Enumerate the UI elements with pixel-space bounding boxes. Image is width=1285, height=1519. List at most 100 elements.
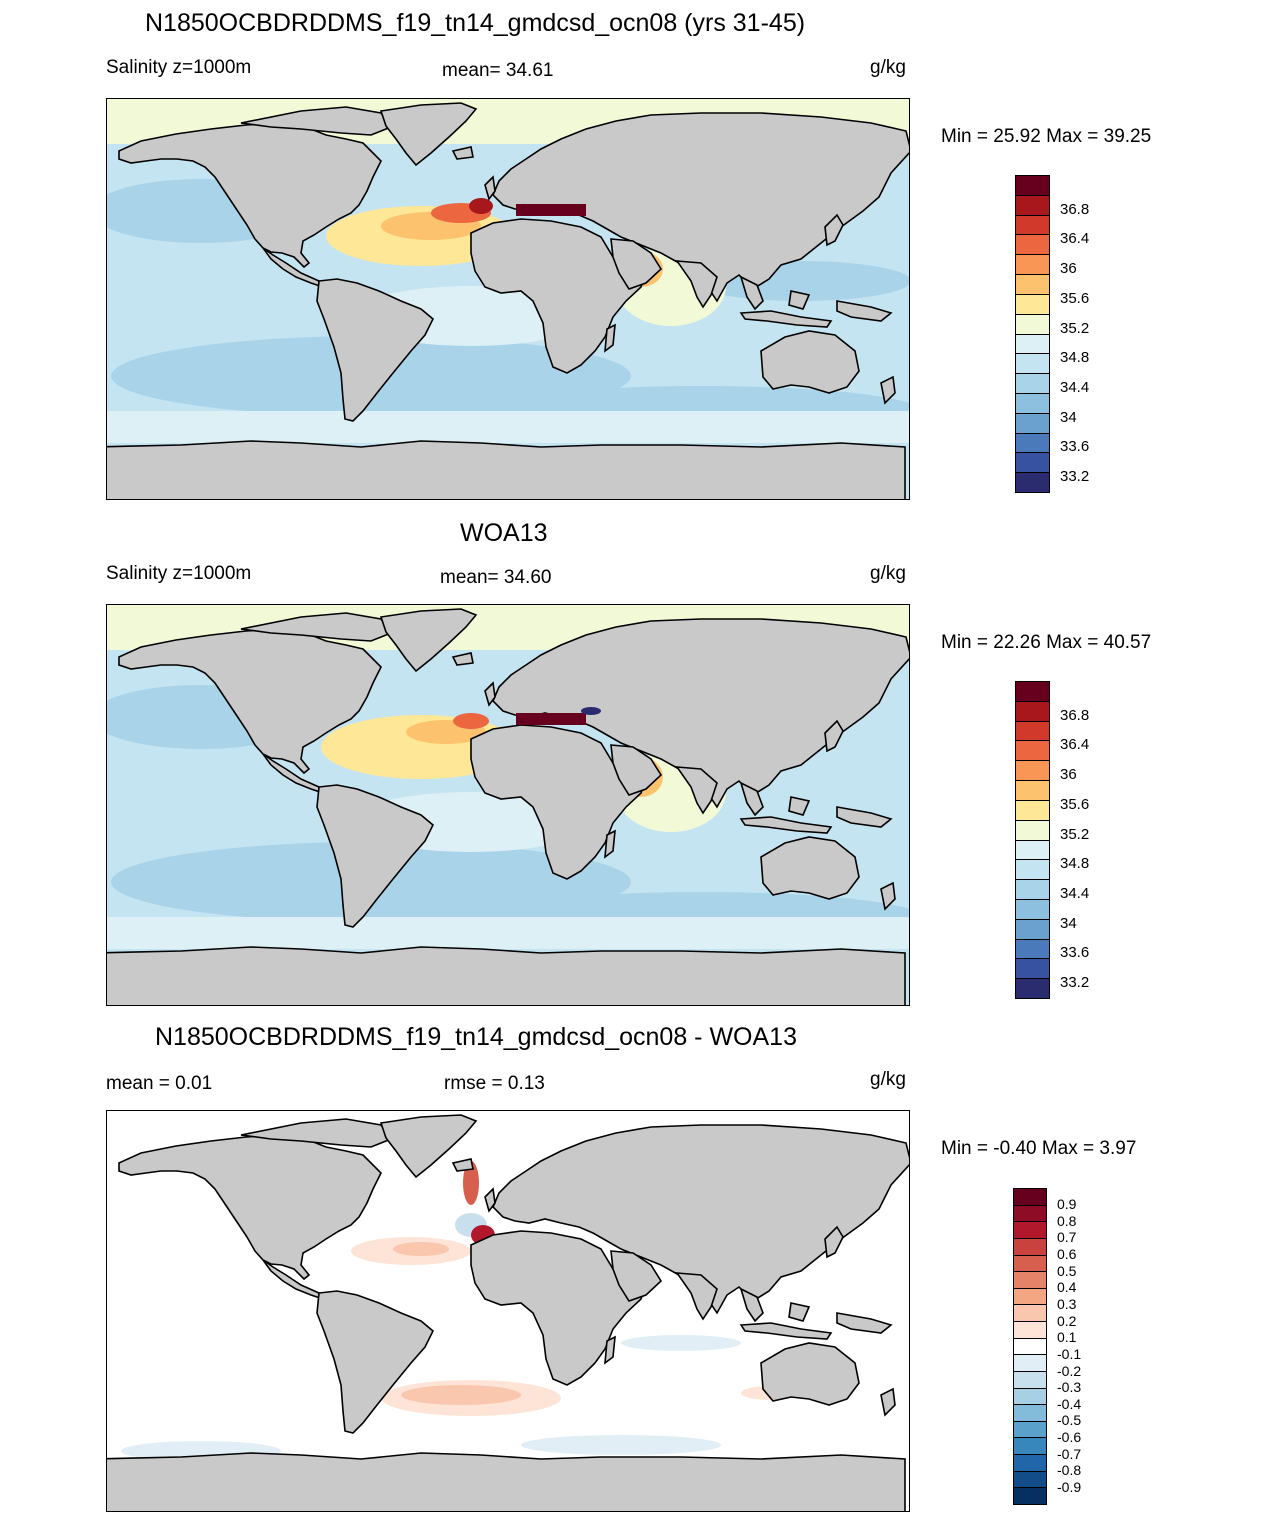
colorbar-swatch [1015,681,1050,702]
colorbar-swatch [1015,313,1050,335]
panel2-field-label: Salinity z=1000m [106,563,252,584]
colorbar-label: 33.6 [1060,438,1090,456]
colorbar-swatch [1015,175,1050,196]
colorbar-swatch [1015,938,1050,960]
colorbar-label: -0.2 [1057,1362,1082,1379]
panel3-title: N1850OCBDRDDMS_f19_tn14_gmdcsd_ocn08 - W… [155,1023,797,1051]
colorbar-label: 36.4 [1060,736,1090,754]
panel1-field-label: Salinity z=1000m [106,57,252,78]
colorbar-swatch [1015,760,1050,782]
colorbar-label: -0.5 [1057,1412,1082,1429]
colorbar-label: -0.1 [1057,1345,1082,1362]
colorbar-swatch [1015,452,1050,474]
panel2-units: g/kg [870,563,906,584]
colorbar-swatch [1013,1470,1047,1489]
colorbar-label: 0.5 [1057,1262,1077,1279]
colorbar-label: -0.8 [1057,1462,1082,1479]
colorbar-swatch [1013,1237,1047,1256]
panel3-mean: mean = 0.01 [106,1073,213,1094]
colorbar-swatch [1015,194,1050,216]
colorbar-swatch [1015,978,1050,999]
panel2-title: WOA13 [460,519,548,547]
colorbar-swatch [1013,1271,1047,1289]
colorbar-swatch [1015,700,1050,722]
colorbar-label: 35.2 [1060,319,1090,337]
panel3-minmax: Min = -0.40 Max = 3.97 [941,1138,1137,1159]
colorbar-label: 35.6 [1060,795,1090,813]
panel1-minmax: Min = 25.92 Max = 39.25 [941,126,1152,147]
colorbar-swatch [1013,1321,1047,1339]
colorbar-swatch [1013,1221,1047,1239]
panel3-units: g/kg [870,1069,906,1090]
colorbar-swatch [1015,958,1050,980]
colorbar-swatch [1013,1454,1047,1472]
colorbar-swatch [1015,214,1050,236]
colorbar-swatch [1013,1420,1047,1439]
colorbar-swatch [1015,254,1050,276]
colorbar-swatch [1015,472,1050,493]
colorbar-label: 36.8 [1060,706,1090,724]
colorbar-swatch [1015,898,1050,920]
panel1-mean: mean= 34.61 [442,60,554,81]
colorbar-swatch [1013,1254,1047,1273]
colorbar-swatch [1013,1370,1047,1389]
colorbar-label: 0.3 [1057,1296,1077,1313]
colorbar-swatch [1015,432,1050,454]
colorbar-swatch [1015,333,1050,355]
colorbar-swatch [1015,780,1050,801]
colorbar-label: -0.9 [1057,1478,1082,1495]
colorbar-swatch [1015,879,1050,900]
colorbar-swatch [1015,412,1050,434]
colorbar-swatch [1015,740,1050,762]
colorbar-label: 34.4 [1060,378,1090,396]
colorbar-label: 0.8 [1057,1212,1077,1229]
colorbar-label: 36.8 [1060,200,1090,218]
panel2-map [106,604,910,1006]
panel1-map [106,98,910,500]
colorbar-swatch [1013,1188,1047,1206]
colorbar-swatch [1015,373,1050,394]
colorbar-swatch [1013,1404,1047,1422]
colorbar-swatch [1015,819,1050,841]
colorbar-label: 34.4 [1060,884,1090,902]
colorbar-label: 34.8 [1060,855,1090,873]
colorbar-label: -0.4 [1057,1395,1082,1412]
colorbar-swatch [1015,274,1050,295]
colorbar-swatch [1015,918,1050,940]
colorbar-label: -0.7 [1057,1445,1082,1462]
colorbar-label: 0.7 [1057,1229,1077,1246]
colorbar-label: 33.6 [1060,944,1090,962]
colorbar-swatch [1013,1287,1047,1306]
colorbar-label: 33.2 [1060,468,1090,486]
colorbar-label: -0.6 [1057,1429,1082,1446]
colorbar-label: 36 [1060,260,1077,278]
colorbar-swatch [1015,353,1050,375]
colorbar-label: 35.2 [1060,825,1090,843]
colorbar-label: 0.2 [1057,1312,1077,1329]
panel2-mean: mean= 34.60 [440,567,552,588]
colorbar-swatch [1015,799,1050,821]
panel3-map [106,1110,910,1512]
colorbar-label: 0.6 [1057,1246,1077,1263]
colorbar-swatch [1013,1487,1047,1505]
panel2-minmax: Min = 22.26 Max = 40.57 [941,632,1152,653]
colorbar-swatch [1015,234,1050,256]
colorbar-swatch [1013,1337,1047,1356]
panel3-rmse: rmse = 0.13 [444,1073,545,1094]
colorbar-swatch [1013,1204,1047,1223]
colorbar-swatch [1015,720,1050,742]
colorbar-label: 36 [1060,766,1077,784]
colorbar-label: 33.2 [1060,974,1090,992]
colorbar-label: 0.4 [1057,1279,1077,1296]
colorbar-label: 0.1 [1057,1329,1077,1346]
colorbar-swatch [1013,1437,1047,1456]
colorbar-label: 34 [1060,408,1077,426]
colorbar-label: 34.8 [1060,349,1090,367]
colorbar-label: 0.9 [1057,1196,1077,1213]
colorbar-swatch [1013,1354,1047,1372]
colorbar-label: 34 [1060,914,1077,932]
panel1-units: g/kg [870,57,906,78]
colorbar-swatch [1013,1304,1047,1323]
colorbar-swatch [1013,1387,1047,1406]
colorbar-swatch [1015,839,1050,861]
